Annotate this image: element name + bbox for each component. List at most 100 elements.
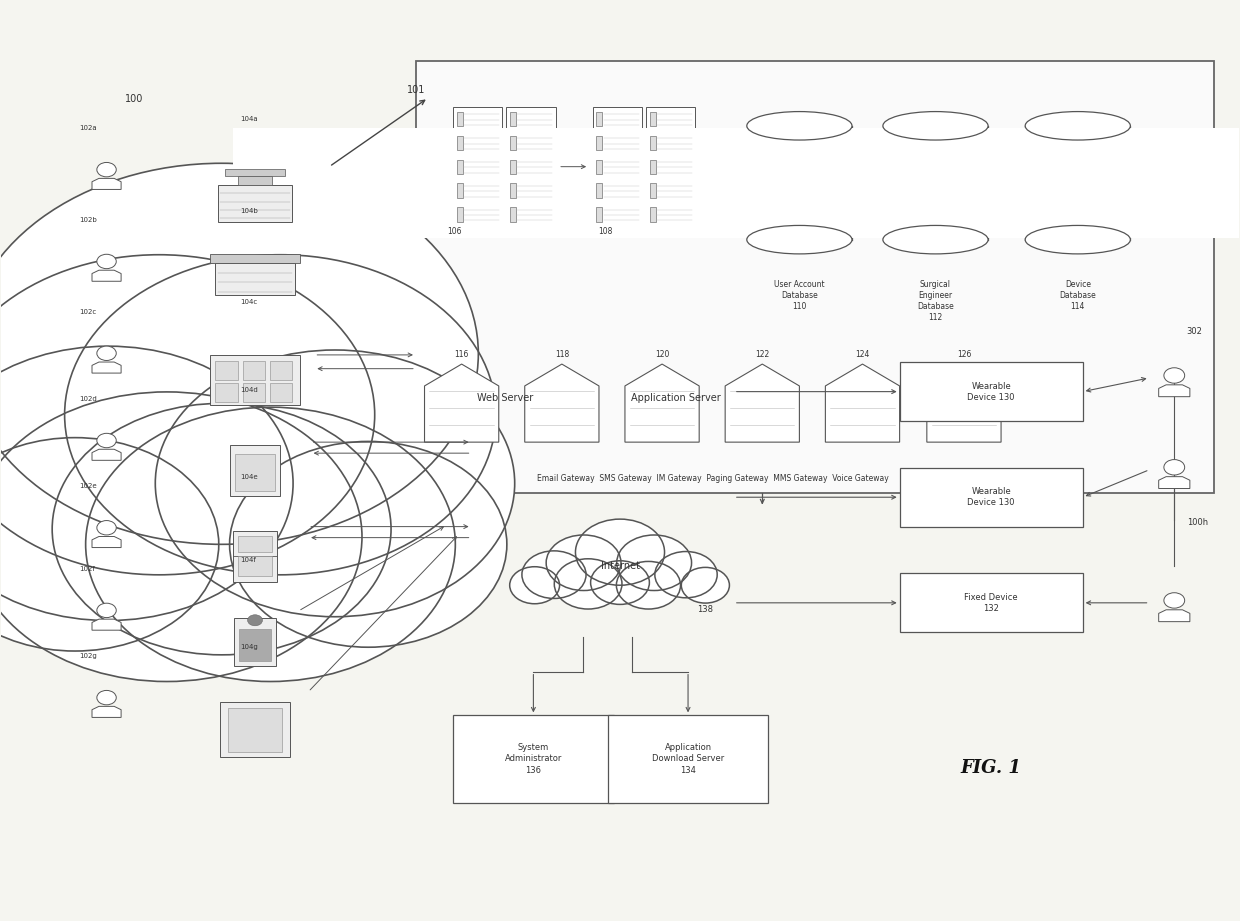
Circle shape — [1164, 367, 1184, 383]
Bar — [456, 207, 463, 222]
Polygon shape — [424, 364, 498, 442]
Text: 102g: 102g — [79, 653, 97, 659]
Text: 124: 124 — [856, 350, 869, 359]
Circle shape — [155, 350, 515, 617]
Text: System
Administrator
136: System Administrator 136 — [505, 743, 562, 775]
Bar — [453, 107, 502, 131]
Polygon shape — [926, 364, 1001, 442]
Text: 100h: 100h — [1187, 518, 1208, 527]
Bar — [243, 383, 265, 402]
Bar — [596, 135, 603, 150]
Text: 122: 122 — [755, 350, 769, 359]
Text: Device
Database
114: Device Database 114 — [1059, 280, 1096, 310]
Bar — [453, 179, 502, 203]
Bar — [506, 179, 556, 203]
Circle shape — [510, 566, 559, 604]
Text: 104c: 104c — [241, 299, 258, 306]
Circle shape — [0, 255, 374, 575]
Bar — [456, 159, 463, 174]
Bar — [226, 169, 285, 176]
Text: Wearable
Device 130: Wearable Device 130 — [967, 381, 1014, 402]
Polygon shape — [625, 364, 699, 442]
Circle shape — [655, 552, 717, 598]
Text: Surgical
Engineer
Database
112: Surgical Engineer Database 112 — [918, 280, 954, 322]
Ellipse shape — [883, 111, 988, 140]
Text: Fixed Device
132: Fixed Device 132 — [965, 593, 1018, 612]
Text: 100: 100 — [125, 94, 144, 104]
Bar — [646, 131, 696, 155]
Polygon shape — [525, 364, 599, 442]
Bar — [233, 531, 278, 582]
Bar — [236, 454, 275, 491]
Bar — [510, 183, 516, 198]
Bar — [646, 179, 696, 203]
Circle shape — [1164, 460, 1184, 475]
Bar — [238, 176, 273, 185]
Bar — [270, 383, 293, 402]
Bar — [510, 207, 516, 222]
Bar — [608, 716, 769, 802]
Text: Web Server: Web Server — [477, 393, 533, 402]
Circle shape — [86, 407, 455, 682]
Text: Application Server: Application Server — [631, 393, 720, 402]
Bar — [899, 362, 1083, 421]
Bar — [231, 445, 280, 496]
Text: 102f: 102f — [79, 565, 95, 572]
Bar — [510, 111, 516, 126]
Circle shape — [229, 441, 507, 647]
Polygon shape — [92, 179, 122, 190]
Bar — [593, 203, 642, 227]
Bar — [243, 361, 265, 379]
Text: 104a: 104a — [241, 116, 258, 122]
Bar — [510, 135, 516, 150]
Bar — [228, 707, 283, 752]
Bar — [234, 618, 277, 666]
Bar — [506, 203, 556, 227]
Bar — [746, 126, 852, 239]
Text: 126: 126 — [957, 350, 971, 359]
Polygon shape — [826, 364, 899, 442]
Circle shape — [0, 163, 479, 544]
Bar — [506, 155, 556, 179]
Text: 106: 106 — [446, 227, 461, 236]
Bar — [593, 155, 642, 179]
Text: 101: 101 — [407, 86, 425, 95]
Bar — [415, 61, 1214, 493]
Bar — [596, 207, 603, 222]
Bar — [218, 185, 293, 222]
Polygon shape — [1158, 610, 1190, 622]
Bar — [238, 536, 273, 553]
Bar — [211, 254, 300, 263]
Bar — [510, 159, 516, 174]
Bar — [596, 111, 603, 126]
Bar — [593, 107, 642, 131]
Bar — [239, 629, 272, 660]
Text: Email Gateway  SMS Gateway  IM Gateway  Paging Gateway  MMS Gateway  Voice Gatew: Email Gateway SMS Gateway IM Gateway Pag… — [537, 474, 889, 484]
Text: 104f: 104f — [241, 556, 255, 563]
Bar — [650, 183, 656, 198]
Bar — [596, 159, 603, 174]
Circle shape — [97, 346, 117, 360]
Text: 102a: 102a — [79, 125, 97, 131]
Bar — [899, 574, 1083, 632]
Polygon shape — [92, 537, 122, 548]
Bar — [456, 183, 463, 198]
Bar — [453, 716, 614, 802]
Bar — [1025, 126, 1131, 239]
Circle shape — [64, 255, 496, 575]
Text: 102d: 102d — [79, 396, 97, 402]
Circle shape — [97, 603, 117, 618]
Text: Application
Download Server
134: Application Download Server 134 — [652, 743, 724, 775]
Polygon shape — [92, 706, 122, 717]
Ellipse shape — [746, 111, 852, 140]
Ellipse shape — [883, 226, 988, 254]
Bar — [270, 361, 293, 379]
Text: Wearable
Device 130: Wearable Device 130 — [967, 487, 1014, 507]
Bar — [646, 203, 696, 227]
Bar — [512, 128, 1240, 238]
Text: 102b: 102b — [79, 216, 97, 223]
Text: 138: 138 — [697, 605, 713, 614]
Circle shape — [1164, 593, 1184, 608]
Bar — [596, 183, 603, 198]
Bar — [211, 355, 300, 405]
